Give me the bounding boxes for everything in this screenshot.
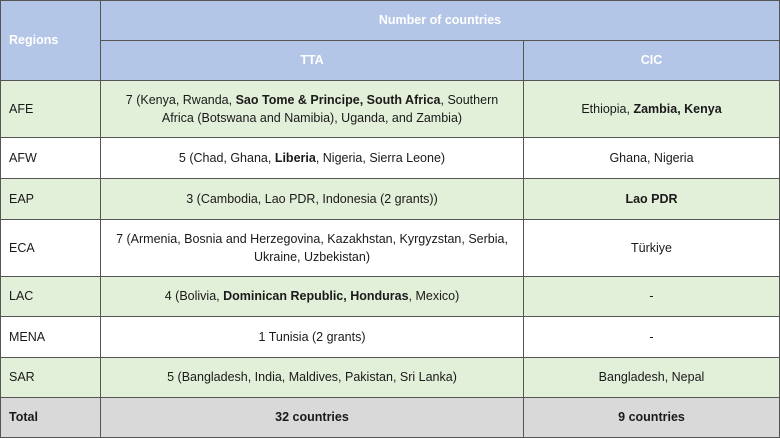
region-cell: LAC xyxy=(0,276,101,317)
cic-text-segment: - xyxy=(649,329,654,344)
cic-text-segment: Bangladesh, Nepal xyxy=(598,370,705,385)
region-cell: EAP xyxy=(0,178,101,220)
tta-header: TTA xyxy=(100,40,524,81)
cic-text-segment: - xyxy=(649,289,654,304)
tta-cell: 1 Tunisia (2 grants) xyxy=(100,316,524,358)
table-row: AFE 7 (Kenya, Rwanda, Sao Tome & Principe… xyxy=(0,80,780,138)
tta-cell: 3 (Cambodia, Lao PDR, Indonesia (2 grant… xyxy=(100,178,524,220)
region-cell: AFE xyxy=(0,80,101,138)
region-cell: ECA xyxy=(0,219,101,277)
tta-text-segment: 5 (Chad, Ghana, xyxy=(178,150,275,165)
cic-header: CIC xyxy=(523,40,780,81)
header-row-top: Regions Number of countries xyxy=(0,0,780,81)
total-label: Total xyxy=(0,397,101,438)
table-row: AFW 5 (Chad, Ghana, Liberia, Nigeria, Sie… xyxy=(0,137,780,179)
tta-text-segment: , Nigeria, Sierra Leone) xyxy=(315,150,446,165)
region-cell: AFW xyxy=(0,137,101,179)
tta-text-segment: 7 (Armenia, Bosnia and Herzegovina, Kaza… xyxy=(116,231,508,264)
total-tta-cell: 32 countries xyxy=(100,397,524,438)
cic-cell: Bangladesh, Nepal xyxy=(523,357,780,398)
tta-text-segment: Liberia xyxy=(274,150,316,165)
table-row: ECA 7 (Armenia, Bosnia and Herzegovina, K… xyxy=(0,219,780,277)
table-row: SAR 5 (Bangladesh, India, Maldives, Pakis… xyxy=(0,357,780,398)
cic-cell: - xyxy=(523,316,780,358)
cic-text-segment: Türkiye xyxy=(631,240,672,255)
cic-text-segment: Ghana, Nigeria xyxy=(609,150,694,165)
tta-text-segment: , Mexico) xyxy=(408,289,460,304)
tta-text-segment: 3 (Cambodia, Lao PDR, Indonesia (2 grant… xyxy=(186,191,438,206)
tta-text-segment: Sao Tome & Principe, South Africa xyxy=(235,92,441,107)
cic-text-segment: Zambia, Kenya xyxy=(633,101,722,116)
region-cell: MENA xyxy=(0,316,101,358)
regions-header: Regions xyxy=(0,0,101,81)
cic-text-segment: Ethiopia, xyxy=(581,101,634,116)
tta-text-segment: , Southern Africa (Botswana and Namibia)… xyxy=(161,92,499,125)
tta-cell: 7 (Kenya, Rwanda, Sao Tome & Principe, S… xyxy=(100,80,524,138)
table-row: MENA 1 Tunisia (2 grants) - xyxy=(0,316,780,358)
cic-cell: Ghana, Nigeria xyxy=(523,137,780,179)
tta-text-segment: Dominican Republic, Honduras xyxy=(223,289,409,304)
table-row: EAP 3 (Cambodia, Lao PDR, Indonesia (2 gr… xyxy=(0,178,780,220)
cic-cell: Türkiye xyxy=(523,219,780,277)
header-row-sub: TTA CIC xyxy=(1,40,780,81)
tta-cell: 4 (Bolivia, Dominican Republic, Honduras… xyxy=(100,276,524,317)
tta-text-segment: 5 (Bangladesh, India, Maldives, Pakistan… xyxy=(167,370,457,385)
cic-cell: - xyxy=(523,276,780,317)
tta-cell: 5 (Chad, Ghana, Liberia, Nigeria, Sierra… xyxy=(100,137,524,179)
cic-cell: Lao PDR xyxy=(523,178,780,220)
tta-cell: 7 (Armenia, Bosnia and Herzegovina, Kaza… xyxy=(100,219,524,277)
total-row: Total 32 countries 9 countries xyxy=(0,397,780,438)
tta-text-segment: 7 (Kenya, Rwanda, xyxy=(125,92,236,107)
tta-text-segment: 4 (Bolivia, xyxy=(164,289,224,304)
cic-text-segment: Lao PDR xyxy=(625,191,678,206)
tta-text-segment: 1 Tunisia (2 grants) xyxy=(258,329,366,344)
region-cell: SAR xyxy=(0,357,101,398)
table-row: LAC 4 (Bolivia, Dominican Republic, Hondu… xyxy=(0,276,780,317)
tta-cell: 5 (Bangladesh, India, Maldives, Pakistan… xyxy=(100,357,524,398)
total-cic-cell: 9 countries xyxy=(523,397,780,438)
number-of-countries-header: Number of countries xyxy=(100,0,780,41)
cic-cell: Ethiopia, Zambia, Kenya xyxy=(523,80,780,138)
